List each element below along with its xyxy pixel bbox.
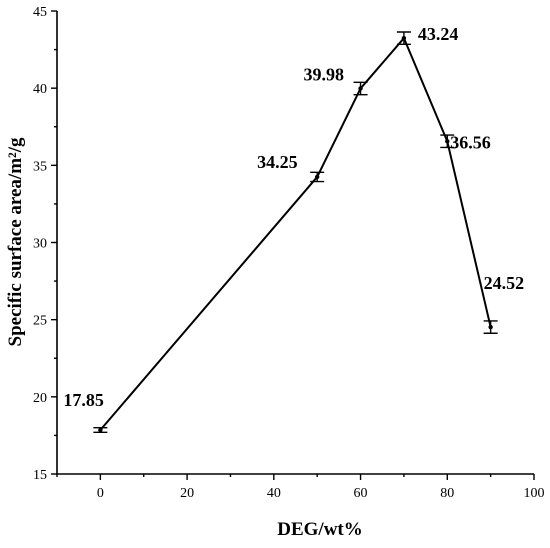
data-label: 34.25 (257, 152, 298, 172)
data-point (314, 174, 320, 180)
x-tick-label: 60 (354, 486, 368, 501)
y-tick-label: 45 (33, 5, 47, 20)
data-point (358, 86, 363, 91)
series-group (93, 31, 498, 434)
x-tick-label: 80 (440, 486, 454, 501)
x-axis-ticks: 0 20 40 60 80 100 (56, 474, 545, 501)
y-tick-label: 30 (33, 237, 47, 252)
x-tick-label: 0 (97, 486, 104, 501)
data-label: 39.98 (304, 64, 345, 84)
data-point (401, 35, 407, 41)
plot-frame (56, 11, 534, 475)
data-labels: 17.85 34.25 39.98 43.24 36.56 24.52 (63, 24, 524, 410)
y-tick-label: 35 (33, 159, 47, 174)
data-point (445, 139, 450, 144)
y-tick-label: 40 (33, 82, 47, 97)
y-tick-label: 15 (33, 468, 47, 483)
y-axis-ticks: 15 20 25 30 35 40 45 (33, 5, 57, 483)
x-axis-title: DEG/wt% (277, 519, 363, 540)
data-label: 43.24 (418, 24, 459, 44)
data-point (488, 324, 493, 330)
axes (56, 11, 534, 475)
data-label: 36.56 (450, 132, 491, 152)
x-tick-label: 20 (180, 486, 194, 501)
x-tick-label: 40 (267, 486, 281, 501)
data-point (98, 427, 103, 433)
y-tick-label: 25 (33, 314, 47, 329)
data-label: 17.85 (63, 390, 103, 410)
y-axis-title: Specific surface area/m²/g (5, 137, 26, 347)
data-label: 24.52 (484, 273, 525, 293)
series-line (99, 36, 492, 431)
y-tick-label: 20 (33, 391, 47, 406)
x-tick-label: 100 (524, 486, 545, 501)
